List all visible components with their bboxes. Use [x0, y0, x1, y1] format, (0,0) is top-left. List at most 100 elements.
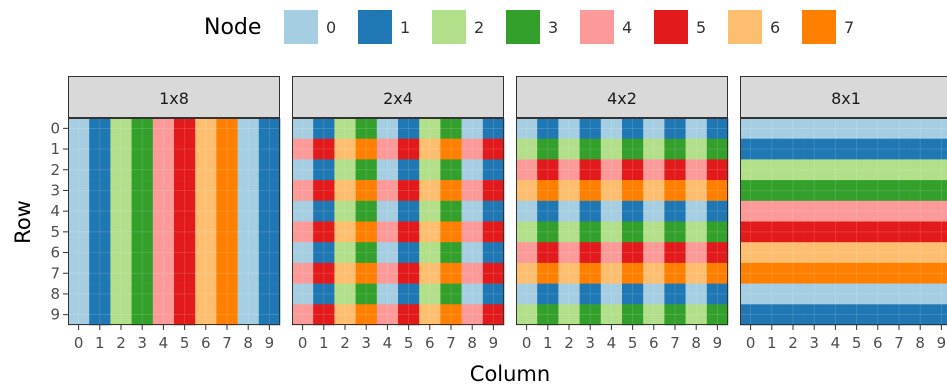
heatmap-cell — [89, 159, 111, 181]
heatmap-cell — [558, 180, 580, 202]
heatmap-cell — [152, 304, 175, 326]
heatmap-cell — [558, 138, 580, 160]
heatmap-cell — [579, 221, 602, 243]
heatmap-cell — [930, 138, 947, 160]
y-tick-label: 8 — [50, 285, 60, 303]
legend-label-3: 3 — [548, 18, 558, 37]
heatmap-cell — [174, 159, 196, 181]
heatmap-cell — [685, 138, 708, 160]
x-tick-label: 4 — [159, 334, 169, 352]
heatmap-cell — [643, 304, 665, 326]
heatmap-cell — [782, 304, 804, 326]
heatmap-cell — [482, 283, 505, 305]
heatmap-cell — [355, 200, 378, 222]
x-tick-label: 9 — [937, 334, 947, 352]
heatmap-cell — [579, 283, 602, 305]
heatmap-cell — [643, 283, 665, 305]
heatmap-cell — [706, 138, 729, 160]
heatmap-cell — [761, 283, 783, 305]
legend-label-0: 0 — [326, 18, 336, 37]
heatmap-cell — [664, 180, 686, 202]
heatmap-cell — [516, 138, 538, 160]
x-tick-label: 6 — [425, 334, 435, 352]
x-tick-label: 7 — [894, 334, 904, 352]
heatmap-cell — [600, 262, 623, 284]
heatmap-cell — [131, 159, 154, 181]
heatmap-cell — [909, 221, 932, 243]
heatmap-cell — [131, 221, 154, 243]
heatmap-cell — [398, 221, 420, 243]
heatmap-cell — [237, 200, 260, 222]
heatmap-cell — [803, 159, 826, 181]
heatmap-cell — [216, 221, 238, 243]
heatmap-cell — [579, 180, 602, 202]
heatmap-cell — [803, 283, 826, 305]
heatmap-cell — [89, 200, 111, 222]
heatmap-cell — [292, 242, 314, 264]
y-tick-label: 7 — [50, 264, 60, 282]
heatmap-cell — [600, 180, 623, 202]
heatmap-cell — [313, 221, 335, 243]
x-tick-label: 7 — [670, 334, 680, 352]
x-tick-label: 9 — [713, 334, 723, 352]
heatmap-cell — [761, 262, 783, 284]
facet-strip-label: 4x2 — [607, 89, 637, 108]
x-tick-label: 8 — [467, 334, 477, 352]
heatmap-cell — [195, 304, 217, 326]
heatmap-cell — [68, 159, 90, 181]
facet-strip-label: 8x1 — [831, 89, 861, 108]
heatmap-cell — [195, 118, 217, 139]
heatmap-cell — [930, 283, 947, 305]
heatmap-cell — [909, 138, 932, 160]
heatmap-cell — [740, 138, 762, 160]
heatmap-cell — [355, 283, 378, 305]
heatmap-cell — [152, 221, 175, 243]
x-tick-label: 5 — [404, 334, 414, 352]
heatmap-cell — [398, 200, 420, 222]
heatmap-cell — [237, 242, 260, 264]
x-tick-label: 5 — [852, 334, 862, 352]
heatmap-cell — [461, 262, 484, 284]
heatmap-cell — [237, 304, 260, 326]
heatmap-cell — [216, 200, 238, 222]
heatmap-cell — [558, 304, 580, 326]
heatmap-cell — [68, 262, 90, 284]
heatmap-cell — [537, 283, 559, 305]
heatmap-cell — [195, 221, 217, 243]
heatmap-cell — [909, 242, 932, 264]
heatmap-cell — [334, 138, 356, 160]
heatmap-cell — [846, 304, 868, 326]
heatmap-cell — [68, 221, 90, 243]
heatmap-cell — [89, 283, 111, 305]
heatmap-cell — [440, 262, 462, 284]
heatmap-cell — [888, 118, 910, 139]
heatmap-cell — [216, 118, 238, 139]
heatmap-cell — [258, 283, 281, 305]
heatmap-cell — [334, 221, 356, 243]
heatmap-cell — [398, 159, 420, 181]
heatmap-cell — [685, 262, 708, 284]
heatmap-cell — [867, 180, 889, 202]
heatmap-cell — [909, 159, 932, 181]
legend-label-4: 4 — [622, 18, 632, 37]
heatmap-cell — [930, 242, 947, 264]
x-tick-label: 1 — [767, 334, 777, 352]
heatmap-cell — [419, 200, 441, 222]
heatmap-cell — [761, 221, 783, 243]
x-tick-label: 3 — [585, 334, 595, 352]
heatmap-cell — [216, 242, 238, 264]
heatmap-cell — [89, 118, 111, 139]
heatmap-cell — [313, 304, 335, 326]
heatmap-cell — [461, 221, 484, 243]
heatmap-cell — [440, 200, 462, 222]
heatmap-cell — [622, 242, 644, 264]
heatmap-cell — [355, 262, 378, 284]
heatmap-cell — [398, 304, 420, 326]
heatmap-cell — [152, 283, 175, 305]
facet-panel-1x8: 1x8 — [68, 76, 281, 326]
heatmap-cell — [355, 138, 378, 160]
heatmap-cell — [482, 262, 505, 284]
heatmap-cell — [68, 283, 90, 305]
heatmap-cell — [622, 304, 644, 326]
heatmap-cell — [622, 159, 644, 181]
